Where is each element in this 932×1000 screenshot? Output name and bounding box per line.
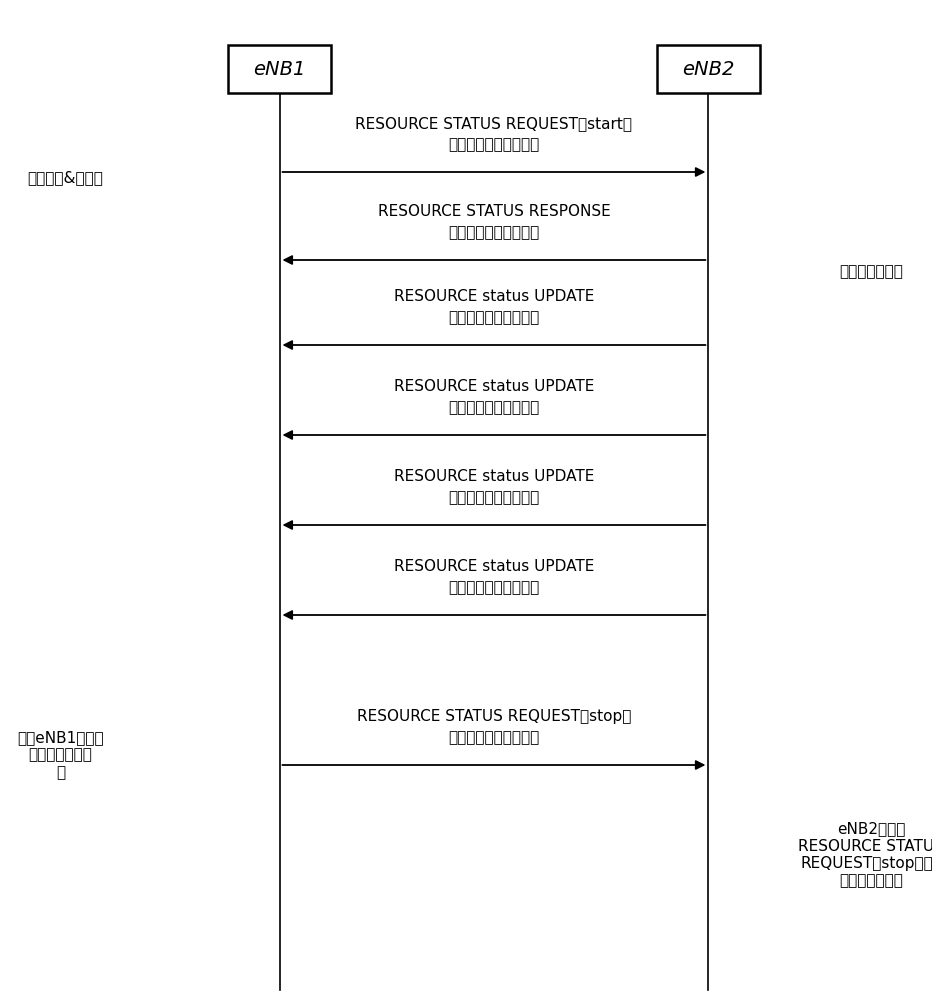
Text: eNB2: eNB2 (682, 60, 734, 79)
Text: eNB1: eNB1 (254, 60, 306, 79)
Text: RESOURCE status UPDATE: RESOURCE status UPDATE (394, 469, 594, 484)
Text: RESOURCE STATUS REQUEST（start）: RESOURCE STATUS REQUEST（start） (355, 116, 633, 131)
Text: （资源状态响应消息）: （资源状态响应消息） (448, 225, 540, 240)
Text: RESOURCE STATUS REQUEST（stop）: RESOURCE STATUS REQUEST（stop） (357, 709, 631, 724)
Text: （资源状态更新消息）: （资源状态更新消息） (448, 310, 540, 325)
Text: 如果eNB1小区负
荷状态恢复正常
时: 如果eNB1小区负 荷状态恢复正常 时 (18, 730, 103, 780)
Text: （资源状态请求消息）: （资源状态请求消息） (448, 137, 540, 152)
Text: 小区预警&高负荷: 小区预警&高负荷 (27, 170, 103, 186)
Text: eNB2接收到
RESOURCE STATUS
REQUEST（stop）消息
后，则终止上报: eNB2接收到 RESOURCE STATUS REQUEST（stop）消息 … (799, 821, 932, 889)
Text: （资源状态更新消息）: （资源状态更新消息） (448, 580, 540, 595)
Text: （资源状态请求消息）: （资源状态请求消息） (448, 730, 540, 745)
FancyBboxPatch shape (228, 45, 331, 93)
Text: （资源状态更新消息）: （资源状态更新消息） (448, 490, 540, 505)
Text: 成功初始化测量: 成功初始化测量 (840, 264, 903, 279)
Text: RESOURCE STATUS RESPONSE: RESOURCE STATUS RESPONSE (377, 204, 610, 219)
FancyBboxPatch shape (657, 45, 760, 93)
Text: （资源状态更新消息）: （资源状态更新消息） (448, 400, 540, 415)
Text: RESOURCE status UPDATE: RESOURCE status UPDATE (394, 379, 594, 394)
Text: RESOURCE status UPDATE: RESOURCE status UPDATE (394, 559, 594, 574)
Text: RESOURCE status UPDATE: RESOURCE status UPDATE (394, 289, 594, 304)
